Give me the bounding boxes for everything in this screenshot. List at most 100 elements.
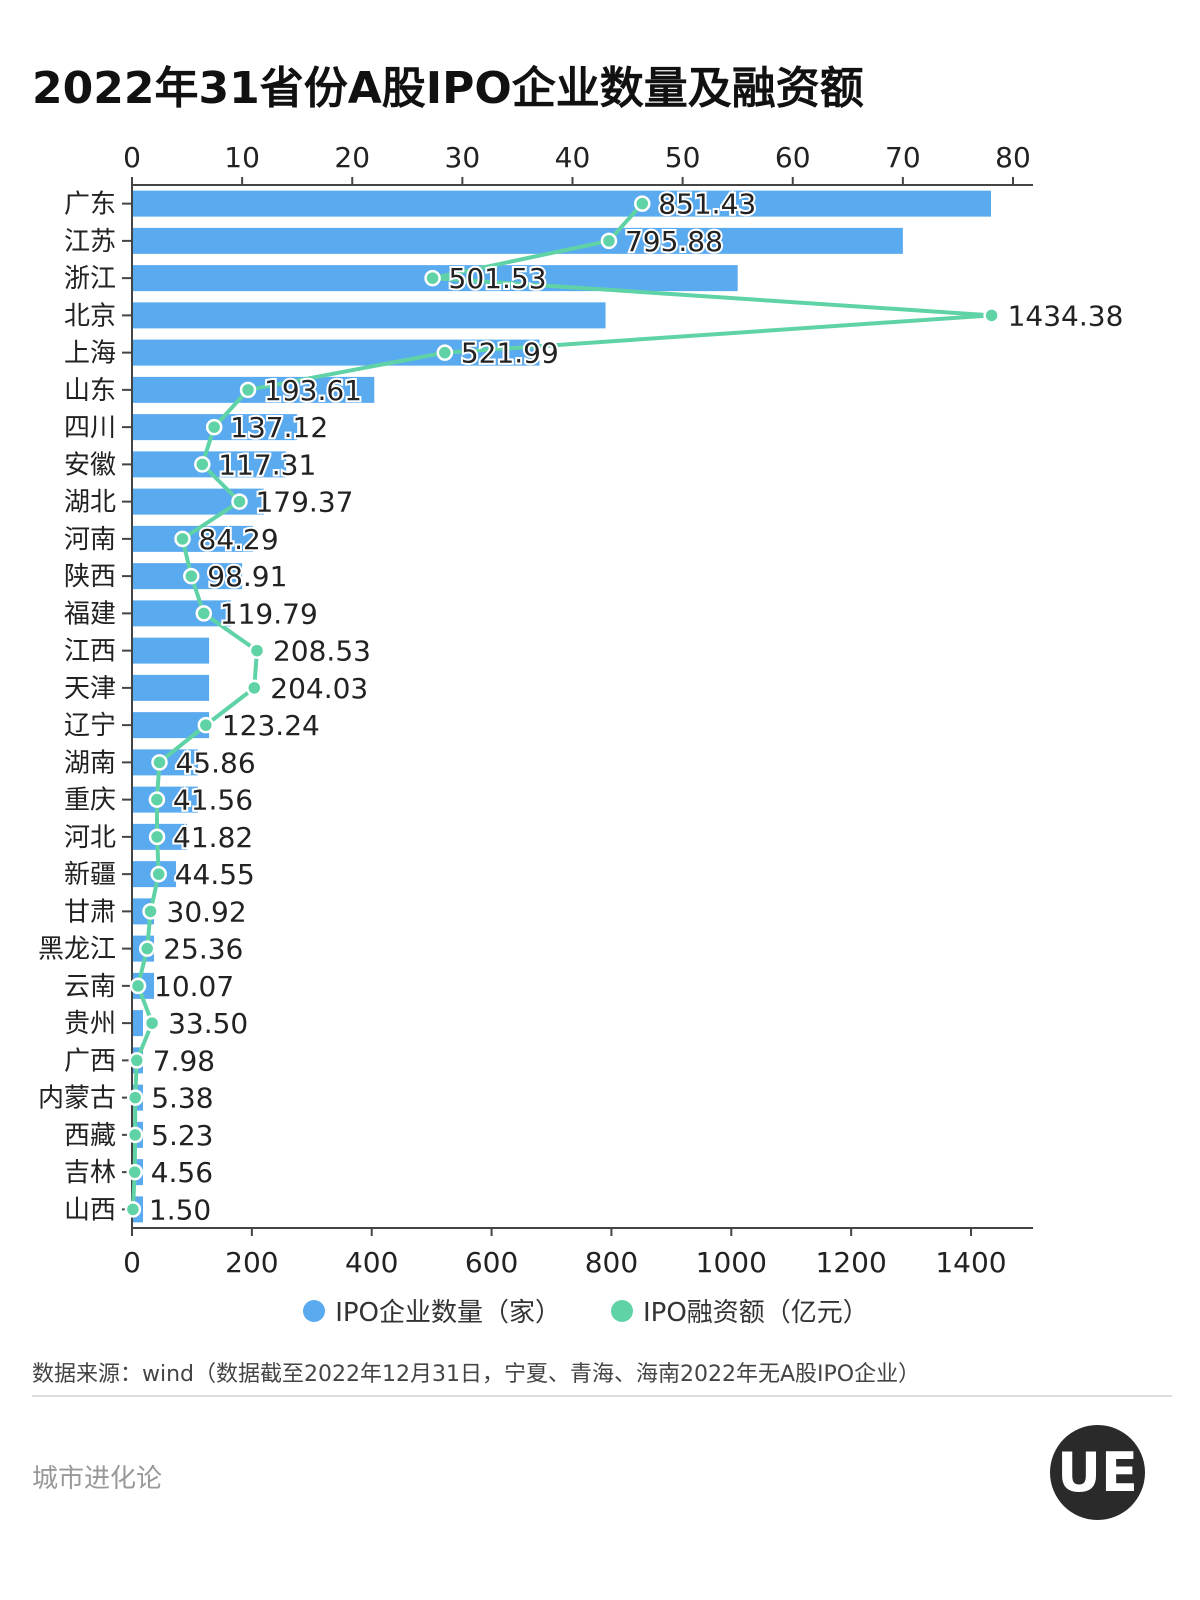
amount-label: 25.36 (163, 933, 243, 966)
amount-label: 795.88 (625, 225, 723, 258)
bar (132, 190, 991, 217)
amount-point (126, 1126, 144, 1144)
amount-point (246, 679, 263, 697)
amount-label: 30.92 (167, 895, 247, 928)
amount-point (194, 456, 211, 473)
bottom-tick-label: 1000 (696, 1246, 767, 1279)
category-label: 广东 (64, 190, 116, 220)
category-label: 黑龙江 (38, 935, 116, 965)
bottom-tick-label: 400 (345, 1246, 398, 1279)
top-tick-label: 70 (885, 141, 921, 174)
amount-point (633, 195, 651, 212)
category-label: 甘肃 (64, 897, 116, 927)
amount-label: 123.24 (222, 709, 320, 742)
amount-line (130, 202, 992, 1210)
amount-label: 521.99 (461, 337, 559, 370)
amount-point (124, 1201, 142, 1218)
amount-point (150, 865, 167, 883)
legend-label-amount: IPO融资额（亿元） (643, 1298, 869, 1328)
chart-title: 2022年31省份A股IPO企业数量及融资额 (32, 63, 864, 114)
amount-point (129, 977, 147, 995)
amount-point (424, 269, 441, 287)
category-label: 陕西 (64, 562, 116, 592)
category-label: 重庆 (64, 786, 116, 816)
category-label: 内蒙古 (38, 1084, 116, 1114)
amount-point (436, 344, 454, 361)
category-label: 广西 (64, 1046, 116, 1076)
amount-label: 41.82 (173, 821, 253, 854)
bottom-tick-label: 800 (585, 1246, 638, 1279)
amount-point (239, 381, 257, 399)
category-label: 湖南 (64, 748, 116, 778)
brand-name: 城市进化论 (32, 1464, 163, 1494)
brand-logo: UE (1050, 1425, 1145, 1520)
bottom-tick-label: 1400 (935, 1246, 1006, 1279)
category-label: 浙江 (64, 264, 116, 294)
amount-point (183, 567, 200, 585)
amount-point (600, 232, 618, 250)
amount-label: 1.50 (149, 1193, 211, 1226)
category-label: 西藏 (64, 1121, 116, 1151)
amount-label: 137.12 (230, 411, 328, 444)
legend-label-count: IPO企业数量（家） (335, 1298, 561, 1328)
amount-point (983, 307, 1000, 324)
amount-label: 204.03 (270, 672, 368, 705)
amount-point (143, 1014, 161, 1032)
bar (132, 674, 210, 701)
bar (132, 1010, 144, 1037)
category-label: 云南 (64, 972, 116, 1002)
top-tick-label: 40 (555, 141, 591, 174)
legend: IPO企业数量（家） IPO融资额（亿元） (0, 1292, 1172, 1329)
category-label: 福建 (64, 599, 116, 629)
amount-point (195, 605, 213, 622)
category-label: 四川 (64, 413, 116, 443)
legend-item-count[interactable]: IPO企业数量（家） (303, 1292, 561, 1329)
legend-item-amount[interactable]: IPO融资额（亿元） (611, 1292, 869, 1329)
amount-label: 98.91 (207, 560, 287, 593)
source-note: 数据来源：wind（数据截至2022年12月31日，宁夏、青海、海南2022年无… (32, 1362, 921, 1387)
amount-label: 117.31 (218, 448, 316, 481)
amount-label: 851.43 (658, 188, 756, 221)
amount-point (197, 716, 215, 734)
amount-label: 44.55 (175, 858, 255, 891)
amount-point (174, 530, 191, 548)
amount-point (142, 903, 159, 920)
category-label: 山西 (64, 1195, 116, 1225)
amount-point (205, 418, 223, 436)
bottom-tick-label: 1200 (816, 1246, 887, 1279)
top-tick-label: 80 (995, 141, 1031, 174)
bar (132, 302, 606, 329)
amount-point (248, 642, 266, 659)
amount-label: 179.37 (255, 486, 353, 519)
category-label: 辽宁 (64, 711, 116, 741)
bottom-tick-label: 600 (465, 1246, 518, 1279)
amount-label: 208.53 (273, 635, 371, 668)
category-label: 河北 (64, 823, 116, 853)
category-label: 北京 (64, 301, 116, 331)
amount-point (138, 940, 156, 957)
category-label: 上海 (64, 339, 116, 369)
category-label: 河南 (64, 525, 116, 555)
amount-label: 1434.38 (1008, 299, 1124, 332)
top-tick-label: 0 (123, 141, 141, 174)
top-tick-label: 20 (334, 141, 370, 174)
divider (32, 1395, 1172, 1397)
category-label: 湖北 (64, 488, 116, 518)
amount-label: 10.07 (154, 970, 234, 1003)
amount-label: 5.23 (151, 1119, 213, 1152)
bottom-tick-label: 0 (123, 1246, 141, 1279)
amount-point (148, 828, 166, 846)
top-tick-label: 30 (445, 141, 481, 174)
category-label: 天津 (64, 674, 116, 704)
bar (132, 637, 210, 664)
amount-label: 193.61 (264, 374, 362, 407)
top-tick-label: 60 (775, 141, 811, 174)
amount-label: 5.38 (151, 1082, 213, 1115)
amount-label: 33.50 (168, 1007, 248, 1040)
category-label: 江西 (64, 637, 116, 667)
top-tick-label: 50 (665, 141, 701, 174)
amount-point (148, 791, 166, 808)
amount-label: 41.56 (173, 784, 253, 817)
amount-point (126, 1089, 144, 1106)
amount-label: 7.98 (153, 1044, 215, 1077)
